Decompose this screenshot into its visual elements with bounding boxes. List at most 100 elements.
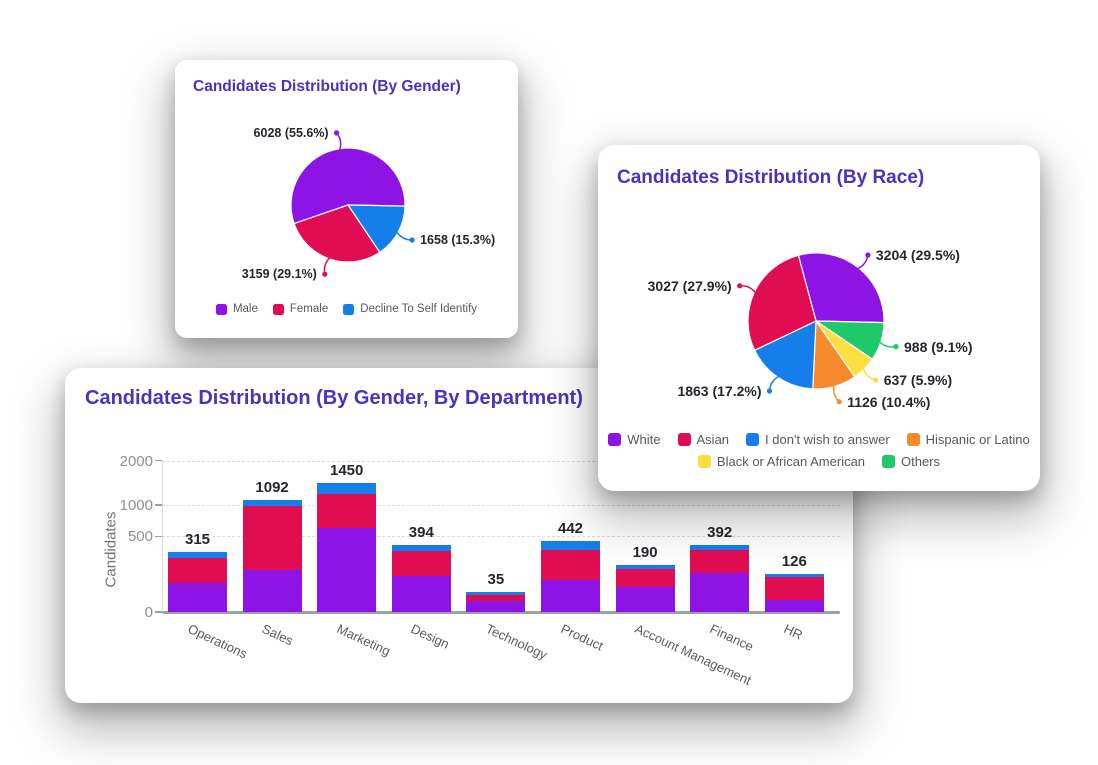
legend-item-white[interactable]: White <box>608 432 661 447</box>
pie-value-label-hispanic-or-latino: 1126 (10.4%) <box>847 393 931 410</box>
y-tick-label-1000: 1000 <box>119 496 153 514</box>
legend-item-hispanic-or-latino[interactable]: Hispanic or Latino <box>906 432 1030 447</box>
race-chart-card: Candidates Distribution (By Race) White A… <box>598 145 1040 491</box>
legend-label-female: Female <box>289 303 329 315</box>
bar-design-female[interactable] <box>391 551 451 576</box>
callout-dot-hispanic-or-latino <box>836 399 842 405</box>
legend-item-i-don-t-wish-to-answer[interactable]: I don't wish to answer <box>746 432 890 447</box>
bar-marketing-male[interactable] <box>317 527 377 612</box>
callout-dot-others <box>893 344 899 350</box>
bar-account-management-male[interactable] <box>615 586 675 612</box>
bar-total-technology: 35 <box>487 571 505 588</box>
bar-operations-male[interactable] <box>168 583 227 612</box>
x-axis-line <box>162 610 840 614</box>
bar-account-management-decline-to-self-identify[interactable] <box>615 565 675 569</box>
bar-hr-male[interactable] <box>764 599 824 612</box>
legend-swatch-others <box>882 455 896 468</box>
pie-value-label-white: 3204 (29.5%) <box>875 247 960 263</box>
bar-total-account-management: 190 <box>632 544 658 562</box>
bar-finance-male[interactable] <box>690 573 750 612</box>
x-axis-label-product: Product <box>558 621 606 654</box>
pie-slice-asian[interactable] <box>747 254 817 352</box>
bar-operations-female[interactable] <box>168 557 227 584</box>
x-axis-label-finance: Finance <box>707 621 756 655</box>
pie-slice-female[interactable] <box>293 204 381 263</box>
bar-design-male[interactable] <box>391 575 451 612</box>
legend-item-male[interactable]: Male <box>215 303 258 315</box>
y-tick-label-2000: 2000 <box>119 452 153 470</box>
legend-swatch-i-don-t-wish-to-answer <box>746 433 760 446</box>
x-axis-label-marketing: Marketing <box>334 621 393 659</box>
bar-hr-decline-to-self-identify[interactable] <box>764 574 824 577</box>
callout-line-others <box>878 340 897 348</box>
x-axis-label-sales: Sales <box>259 621 296 649</box>
bar-sales-female[interactable] <box>242 506 302 571</box>
bar-operations-decline-to-self-identify[interactable] <box>168 551 227 558</box>
callout-dot-white <box>865 252 871 258</box>
legend-item-asian[interactable]: Asian <box>677 432 729 447</box>
bar-hr-female[interactable] <box>764 576 824 600</box>
bar-sales-decline-to-self-identify[interactable] <box>242 500 302 507</box>
x-axis-label-technology: Technology <box>483 621 550 663</box>
legend-row: Male Female Decline To Self Identify <box>215 303 477 315</box>
legend-item-black-or-african-american[interactable]: Black or African American <box>697 454 865 469</box>
bar-total-sales: 1092 <box>255 479 289 497</box>
legend-swatch-asian <box>677 433 691 446</box>
pie-value-label-asian: 3027 (27.9%) <box>647 277 732 294</box>
callout-dot-black-or-african-american <box>873 377 879 383</box>
legend-swatch-white <box>608 433 622 446</box>
gridline-500 <box>162 536 840 538</box>
bar-total-design: 394 <box>408 523 434 541</box>
bar-marketing-female[interactable] <box>317 494 377 528</box>
bar-total-marketing: 1450 <box>330 462 364 479</box>
bar-design-decline-to-self-identify[interactable] <box>391 544 451 552</box>
pie-slice-white[interactable] <box>797 252 885 324</box>
y-tick-2000 <box>155 459 162 462</box>
y-tick-label-500: 500 <box>127 528 153 546</box>
bar-total-finance: 392 <box>707 523 733 541</box>
legend-item-decline-to-self-identify[interactable]: Decline To Self Identify <box>343 303 477 315</box>
legend-label-male: Male <box>232 303 258 315</box>
bar-product-female[interactable] <box>541 550 600 581</box>
pie-slice-male[interactable] <box>290 147 406 225</box>
bar-technology-male[interactable] <box>466 601 526 612</box>
legend-swatch-decline-to-self-identify <box>343 303 355 315</box>
bar-technology-female[interactable] <box>466 594 526 602</box>
bar-finance-female[interactable] <box>690 550 750 574</box>
callout-line-male <box>335 132 342 151</box>
bar-account-management-female[interactable] <box>615 568 675 587</box>
legend-swatch-female <box>272 303 284 315</box>
bar-total-hr: 126 <box>781 553 807 570</box>
legend-swatch-hispanic-or-latino <box>906 433 920 446</box>
pie-slice-i-don-t-wish-to-answer[interactable] <box>753 320 817 390</box>
legend-label-white: White <box>627 432 661 447</box>
legend-item-others[interactable]: Others <box>882 454 940 469</box>
bar-product-male[interactable] <box>541 580 600 612</box>
bar-technology-decline-to-self-identify[interactable] <box>466 592 526 595</box>
y-tick-1000 <box>155 504 162 506</box>
bar-finance-decline-to-self-identify[interactable] <box>690 544 750 550</box>
callout-dot-female <box>322 271 328 277</box>
callout-dot-decline-to-self-identify <box>409 237 415 243</box>
callout-line-black-or-african-american <box>862 367 876 381</box>
legend-item-female[interactable]: Female <box>272 303 329 315</box>
bar-sales-male[interactable] <box>242 570 302 612</box>
legend-label-others: Others <box>901 454 941 469</box>
callout-line-hispanic-or-latino <box>832 384 840 403</box>
callout-dot-i-don-t-wish-to-answer <box>766 388 773 394</box>
y-tick-0 <box>155 611 162 613</box>
bar-total-product: 442 <box>557 519 584 537</box>
bar-product-decline-to-self-identify[interactable] <box>541 540 600 551</box>
gridline-2000 <box>162 460 840 462</box>
pie-value-label-decline-to-self-identify: 1658 (15.3%) <box>420 233 496 247</box>
legend-label-hispanic-or-latino: Hispanic or Latino <box>925 432 1030 447</box>
pie-slice-decline-to-self-identify[interactable] <box>346 204 406 254</box>
pie-value-label-black-or-african-american: 637 (5.9%) <box>883 372 953 389</box>
x-axis-label-design: Design <box>408 621 452 652</box>
callout-line-white <box>856 254 869 270</box>
bar-marketing-decline-to-self-identify[interactable] <box>317 483 377 495</box>
legend-label-decline-to-self-identify: Decline To Self Identify <box>360 303 478 315</box>
gender-chart-card: Candidates Distribution (By Gender) Male… <box>175 60 518 338</box>
race-chart-title: Candidates Distribution (By Race) <box>617 167 925 188</box>
callout-line-i-don-t-wish-to-answer <box>768 375 780 392</box>
